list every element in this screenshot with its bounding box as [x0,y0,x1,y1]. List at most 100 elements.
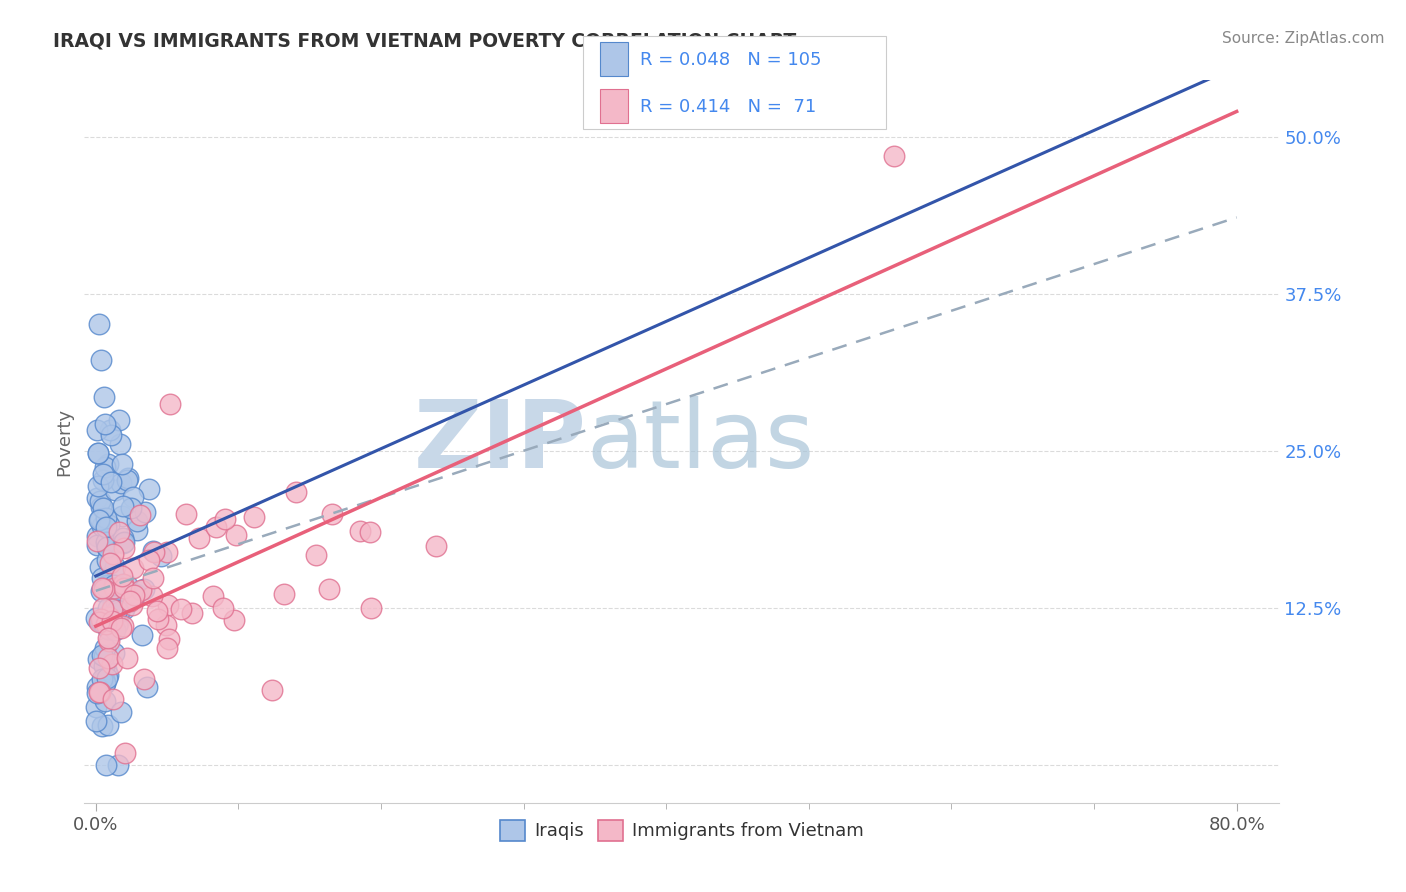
Point [349,524,371,538]
Point [84,611,107,625]
Point [93,673,115,687]
Point [201,589,224,603]
Point [98,610,121,624]
Point [318,582,340,596]
Point [96,651,118,665]
Point [111,618,134,632]
Point [174,507,197,521]
Y-axis label: Poverty: Poverty [55,408,73,475]
Point [110,621,132,635]
Point [91,501,114,516]
Point [100,475,122,490]
Point [96,580,118,594]
Point [132,673,155,687]
Point [100,428,122,442]
Point [205,520,228,534]
Point [104,483,127,497]
Point [87,446,110,460]
Point [242,509,264,524]
Point [112,499,135,513]
Point [94,608,117,623]
Point [94,417,117,431]
Point [94,694,117,708]
Point [91,719,114,733]
Point [94,675,117,690]
Point [115,651,138,665]
Point [103,646,125,660]
Point [359,524,381,539]
Point [86,680,108,694]
Point [212,601,235,615]
Point [121,598,143,612]
Point [91,467,114,482]
Text: ZIP: ZIP [413,395,586,488]
Point [141,590,163,604]
Point [94,641,117,656]
Point [188,532,211,546]
Point [97,718,120,732]
Point [86,534,108,549]
Point [89,559,111,574]
Point [111,532,134,546]
Point [87,651,110,665]
Point [98,633,121,648]
Point [86,491,108,505]
Point [100,657,122,671]
Text: Source: ZipAtlas.com: Source: ZipAtlas.com [1222,31,1385,46]
Point [104,560,127,574]
Point [97,541,120,556]
Point [105,603,128,617]
Point [103,547,125,561]
Point [108,437,131,451]
Point [110,705,132,719]
Point [114,535,136,549]
Point [87,479,110,493]
Text: IRAQI VS IMMIGRANTS FROM VIETNAM POVERTY CORRELATION CHART: IRAQI VS IMMIGRANTS FROM VIETNAM POVERTY… [53,31,797,50]
Point [101,692,124,706]
Point [111,577,134,591]
Point [90,648,112,663]
Point [146,604,169,618]
Point [91,473,114,487]
Point [101,615,124,629]
Point [97,458,120,472]
Point [112,581,135,595]
Point [94,662,117,676]
Point [91,672,114,686]
Point [129,582,152,597]
Point [134,505,156,519]
Point [132,582,155,597]
Point [425,539,447,553]
Point [103,581,125,595]
Text: R = 0.048   N = 105: R = 0.048 N = 105 [640,51,821,69]
Point [360,601,382,615]
Point [96,520,118,534]
Point [86,686,108,700]
Point [142,543,165,558]
Point [107,615,129,630]
Point [103,578,125,592]
Point [89,512,111,526]
Point [114,746,136,760]
Point [86,529,108,543]
Point [120,594,142,608]
Point [122,490,145,504]
Point [96,553,118,567]
Point [156,641,179,656]
Point [93,390,115,404]
Point [155,618,177,632]
Text: atlas: atlas [586,395,814,488]
Point [97,632,120,646]
Point [97,622,120,636]
Point [121,561,143,575]
Point [93,582,115,596]
Point [98,622,121,636]
Point [112,541,135,555]
Point [90,581,112,595]
Point [94,459,117,474]
Point [100,556,122,570]
Point [156,545,179,559]
Point [117,470,139,484]
Point [107,758,129,772]
Point [90,583,112,598]
